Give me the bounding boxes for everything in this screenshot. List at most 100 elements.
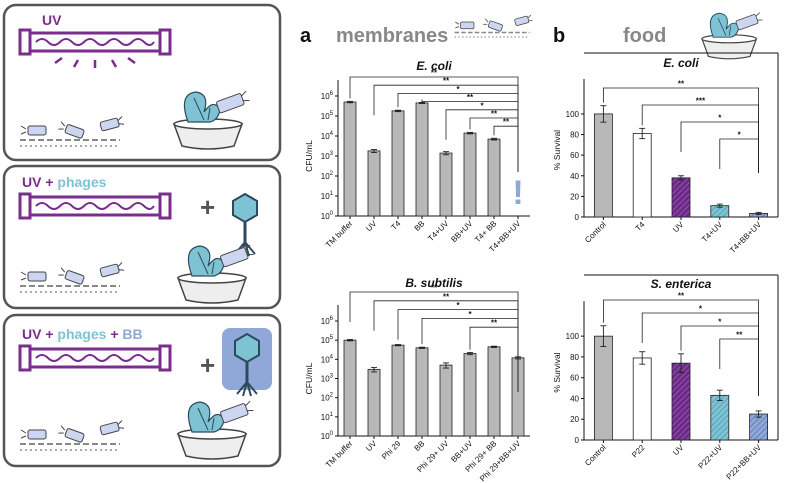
y-tick-label: 102 [321,393,334,403]
significance-label: ** [736,331,743,340]
bar-tm-buffer [343,101,357,217]
significance-bracket [493,125,519,172]
y-tick-label: 20 [570,192,579,201]
x-category-label: UV [671,443,686,458]
section-title-food: food [623,25,666,47]
significance-label: ** [467,93,474,102]
significance-label: * [456,301,460,310]
x-category-label: T4+UV [426,219,451,244]
significance-label: * [699,305,703,314]
bar-uv [671,177,691,218]
significance-label: ** [431,284,438,293]
y-tick-label: 20 [570,415,579,424]
y-tick-label: 100 [566,332,580,341]
scenario-title-uv-phages-bb: UV + phages + BB [22,326,143,342]
significance-label: ** [678,80,685,89]
significance-label: * [480,101,484,110]
bar-phi-29-bb [487,346,501,437]
plus-sign: + [200,350,215,380]
y-tick-label: 106 [321,91,334,101]
scenario-panel-uv: UV [2,3,282,162]
y-axis-label: CFU/mL [304,362,314,394]
x-category-label: Control [583,220,608,245]
y-tick-label: 104 [321,131,334,141]
panel-letter-b: b [553,25,565,47]
y-axis-label: % Survival [552,130,562,170]
significance-label: ** [443,292,450,301]
significance-label: *** [696,97,706,106]
x-category-label: UV [364,219,379,234]
chart-title: E. coli [416,59,452,73]
bar-uv [367,150,381,217]
significance-label: ** [678,292,685,301]
bar-control [594,113,613,218]
y-tick-label: 100 [321,431,334,441]
scenario-title-uv: UV [42,12,62,28]
bar-p22 [632,357,652,441]
significance-label: ** [491,319,498,328]
bar-t4-bb [487,138,501,217]
y-tick-label: 60 [570,374,579,383]
chart-membranes-ecoli: E. coli CFU/mL 100 101 102 103 104 105 106! TM bu… [304,59,530,254]
bar-p22-uv [710,394,730,441]
bar-phi-29 [391,344,405,437]
bar-bb-uv [463,132,477,217]
y-tick-label: 103 [321,151,334,161]
bar-t4-uv [439,152,453,217]
y-tick-label: 105 [321,111,334,121]
significance-bracket [719,138,759,173]
significance-label: * [738,131,742,140]
bar-uv [367,368,381,437]
chart-title: S. enterica [651,277,712,291]
chart-food-senterica: S. enterica % Survival 0 20 40 60 80 100 Control… [552,274,779,481]
y-tick-label: 0 [575,436,580,445]
x-category-label: UV [671,220,686,235]
chart-membranes-bsubtilis: B. subtilis CFU/mL 100 101 102 103 104 105 106 TM… [304,276,530,483]
y-tick-label: 40 [570,394,579,403]
x-category-label: T4+UV [700,220,725,245]
significance-label: ** [503,118,510,127]
x-category-label: TM buffer [324,439,355,470]
bar-p22-bb-uv [749,413,768,441]
panel-letter-a: a [300,25,312,47]
y-tick-label: 40 [570,172,579,181]
y-tick-label: 105 [321,335,334,345]
y-tick-label: 80 [570,131,579,140]
significance-bracket [719,338,759,396]
significance-bracket [469,326,519,392]
y-tick-label: 101 [321,412,334,422]
significance-label: * [718,318,722,327]
significance-bracket [641,312,759,396]
bar-bb-uv [463,353,477,437]
bar-tm-buffer [343,339,357,437]
x-category-label: T4 [389,219,402,232]
x-category-label: Control [583,443,608,468]
significance-label: * [468,310,472,319]
chart-title: B. subtilis [405,276,463,290]
bar-bb [415,347,429,437]
significance-label: * [718,114,722,123]
x-category-label: BB [413,219,427,233]
y-tick-label: 101 [321,191,334,201]
y-tick-label: 103 [321,374,334,384]
x-category-label: T4 [634,220,647,233]
y-tick-label: 106 [321,316,334,326]
y-tick-label: 80 [570,353,579,362]
bar-t4 [632,133,652,218]
x-category-label: Phi 29 [380,439,403,462]
y-tick-label: 102 [321,171,334,181]
x-category-label: P22+UV [697,443,725,471]
bar-phi-29-uv [439,364,453,437]
food-thumbnail-icon [701,11,764,60]
scenario-title-uv-phages: UV + phages [22,174,107,190]
bar-control [594,335,613,441]
significance-label: ** [491,110,498,119]
y-axis-label: % Survival [552,352,562,392]
chart-food-ecoli: E. coli % Survival 0 20 40 60 80 100 Control T4 UV… [552,52,779,255]
no-survivors-alert-icon: ! [512,174,523,212]
scenario-panel-uv-phages: UV + phages + [2,164,282,310]
membrane-thumbnail-icon [453,14,534,38]
significance-label: ** [443,77,450,86]
y-tick-label: 60 [570,151,579,160]
